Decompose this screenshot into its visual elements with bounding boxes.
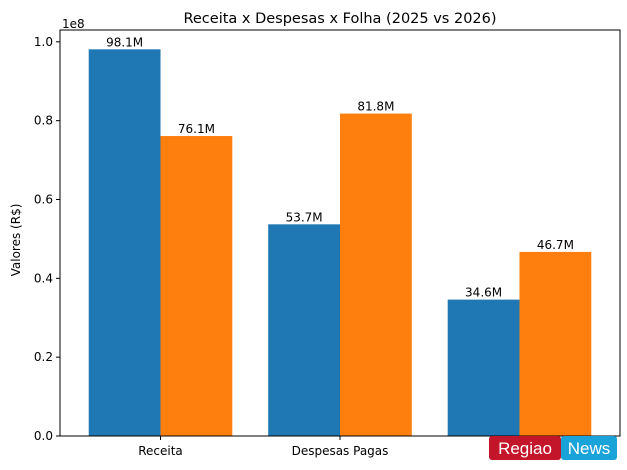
y-axis: 0.0 0.2 0.4 0.6 0.8 1.0 xyxy=(34,35,60,443)
x-tick-label: Receita xyxy=(138,444,183,458)
bar-series-1 xyxy=(88,49,161,436)
bar-labels-group: 98.1M 53.7M 34.6M 76.1M 81.8M 46.7M xyxy=(106,35,574,299)
x-tick-label: Despesas Pagas xyxy=(292,444,389,458)
x-axis: Receita Despesas Pagas xyxy=(138,436,520,458)
bar-series-2 xyxy=(519,251,592,436)
bar-value-label: 76.1M xyxy=(178,122,215,136)
bar-series-1 xyxy=(447,299,520,436)
bars-group xyxy=(88,49,592,436)
y-tick-label: 1.0 xyxy=(34,35,53,49)
plot-frame xyxy=(59,29,621,437)
bar-series-1 xyxy=(268,224,340,436)
watermark-left-bg xyxy=(489,436,561,460)
watermark-text-1: Regiao xyxy=(498,439,552,458)
y-tick-label: 0.8 xyxy=(34,114,53,128)
chart-title: Receita x Despesas x Folha (2025 vs 2026… xyxy=(183,11,496,27)
bar-value-label: 53.7M xyxy=(286,210,323,224)
watermark-text-2: News xyxy=(568,439,611,458)
bar-value-label: 46.7M xyxy=(537,238,574,252)
watermark-right-bg xyxy=(561,436,617,460)
bar-series-2 xyxy=(340,113,412,436)
y-tick-label: 0.4 xyxy=(34,271,53,285)
watermark-logo: Regiao News xyxy=(489,436,617,460)
y-tick-label: 0.6 xyxy=(34,192,53,206)
bar-value-label: 98.1M xyxy=(106,35,143,49)
bar-value-label: 81.8M xyxy=(357,100,394,114)
y-tick-label: 0.0 xyxy=(34,429,53,443)
bar-series-2 xyxy=(160,136,233,436)
y-offset-label: 1e8 xyxy=(62,17,85,31)
bar-value-label: 34.6M xyxy=(465,286,502,300)
y-tick-label: 0.2 xyxy=(34,350,53,364)
y-axis-label: Valores (R$) xyxy=(9,204,23,277)
